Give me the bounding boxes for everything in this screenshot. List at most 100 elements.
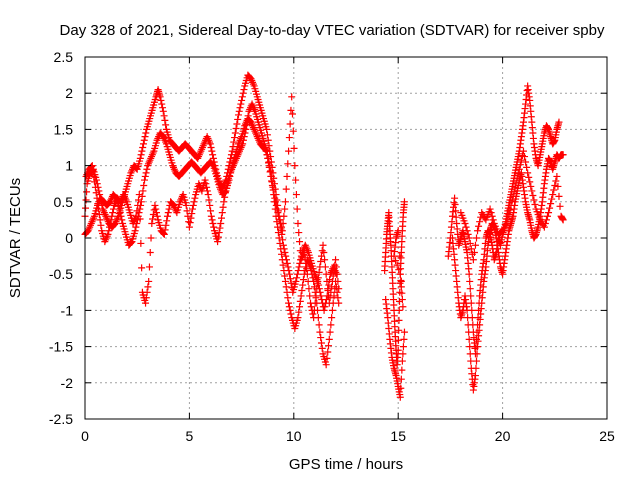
data-point	[390, 252, 398, 260]
data-point	[297, 256, 305, 264]
data-point	[543, 212, 551, 220]
data-point	[513, 174, 521, 182]
data-point	[318, 344, 326, 352]
data-point	[237, 100, 245, 108]
data-point	[466, 343, 474, 351]
data-point	[217, 220, 225, 228]
data-point	[307, 303, 315, 311]
data-point	[92, 189, 100, 197]
data-point	[283, 259, 291, 267]
data-point	[508, 197, 516, 205]
data-point	[240, 133, 248, 141]
data-point	[243, 121, 251, 129]
data-point	[323, 354, 331, 362]
data-point	[470, 248, 478, 256]
data-point	[216, 224, 224, 232]
x-axis-label: GPS time / hours	[289, 456, 403, 473]
data-point	[233, 120, 241, 128]
data-point	[207, 144, 215, 151]
data-point	[261, 144, 269, 151]
data-points	[81, 71, 567, 401]
data-point	[298, 286, 306, 294]
data-point	[400, 335, 408, 343]
data-point	[452, 213, 460, 221]
data-point	[396, 393, 404, 401]
data-point	[142, 294, 150, 302]
data-point	[131, 227, 139, 235]
axis-tick-labels: 0 5 10 15 20 25 -2.5 -2 -1.5 -1 -0.5 0 0.5 1 1.5 2 2.5	[49, 49, 615, 444]
data-point	[471, 241, 479, 249]
data-point	[220, 198, 228, 206]
data-point	[277, 225, 285, 233]
data-point	[452, 207, 460, 215]
data-point	[190, 198, 198, 206]
data-point	[305, 285, 313, 293]
data-point	[281, 198, 289, 206]
data-point	[489, 216, 497, 224]
data-point	[475, 222, 483, 230]
data-point	[142, 169, 150, 177]
data-point	[115, 205, 123, 213]
data-point	[214, 238, 222, 246]
data-point	[132, 212, 140, 220]
data-point	[133, 207, 141, 215]
data-point	[527, 182, 535, 190]
data-point	[328, 314, 336, 322]
data-point	[399, 303, 407, 311]
y-tick-label: -2	[61, 375, 74, 391]
data-point	[160, 112, 168, 120]
y-tick-label: 1	[65, 158, 73, 174]
data-point	[320, 248, 328, 256]
data-point	[186, 219, 194, 227]
data-point	[551, 182, 559, 190]
data-point	[82, 196, 90, 204]
data-point	[291, 162, 299, 170]
data-point	[317, 334, 325, 342]
data-point	[542, 216, 550, 224]
data-point	[143, 165, 151, 173]
data-point	[276, 220, 284, 228]
data-point	[207, 207, 215, 215]
data-point	[463, 306, 471, 314]
data-point	[228, 147, 236, 155]
data-point	[325, 335, 333, 343]
data-point	[463, 227, 471, 235]
data-point	[279, 261, 287, 269]
data-point	[160, 230, 168, 238]
data-point	[235, 107, 243, 115]
data-point	[550, 186, 558, 194]
data-point	[322, 299, 330, 307]
data-point	[151, 201, 159, 209]
data-point	[206, 140, 214, 148]
data-point	[398, 366, 406, 374]
data-point	[189, 201, 197, 209]
data-point	[231, 134, 239, 142]
data-point	[395, 306, 403, 314]
data-point	[239, 136, 247, 144]
data-point	[161, 226, 169, 234]
data-point	[333, 270, 341, 278]
data-point	[93, 194, 101, 202]
data-point	[282, 256, 290, 264]
data-point	[285, 267, 293, 275]
data-point	[109, 209, 117, 217]
data-point	[135, 196, 143, 204]
data-point	[451, 201, 459, 209]
data-point	[464, 314, 472, 322]
data-point	[296, 297, 304, 305]
data-point	[189, 205, 197, 213]
data-point	[265, 163, 273, 171]
data-point	[265, 142, 273, 150]
data-point	[515, 165, 523, 173]
data-point	[466, 350, 474, 358]
data-point	[239, 89, 247, 97]
data-point	[473, 350, 481, 358]
data-point	[139, 140, 147, 148]
data-point	[328, 306, 336, 314]
data-point	[267, 172, 275, 180]
y-tick-label: -1.5	[49, 339, 73, 355]
data-point	[559, 151, 567, 159]
data-point	[316, 328, 324, 336]
data-point	[321, 256, 329, 264]
data-point	[322, 296, 330, 304]
